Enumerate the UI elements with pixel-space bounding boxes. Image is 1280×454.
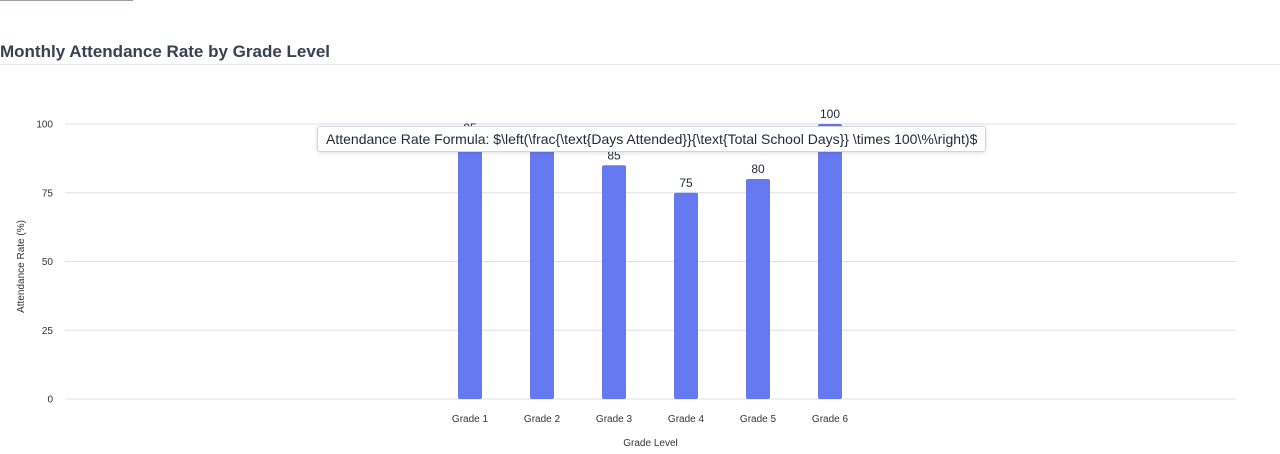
bar (746, 179, 770, 399)
bar (818, 124, 842, 399)
x-axis-title: Grade Level (623, 438, 677, 449)
value-label: 75 (679, 176, 693, 190)
y-axis-title: Attendance Rate (%) (16, 220, 27, 313)
formula-tooltip: Attendance Rate Formula: $\left(\frac{\t… (317, 126, 987, 152)
y-tick-label: 50 (42, 257, 54, 268)
bar (530, 146, 554, 399)
top-divider (0, 0, 133, 1)
x-tick-label: Grade 4 (668, 414, 705, 425)
bar (674, 192, 698, 399)
y-tick-label: 75 (42, 188, 54, 199)
value-label: 100 (820, 107, 840, 121)
x-tick-label: Grade 1 (452, 414, 489, 425)
y-tick-label: 0 (47, 395, 53, 406)
bar (458, 137, 482, 399)
chart-header: Monthly Attendance Rate by Grade Level (0, 42, 1280, 65)
x-tick-label: Grade 5 (740, 414, 777, 425)
bar (602, 165, 626, 399)
value-label: 80 (751, 162, 765, 176)
y-tick-label: 25 (42, 326, 54, 337)
x-tick-label: Grade 3 (596, 414, 633, 425)
x-tick-label: Grade 2 (524, 414, 561, 425)
y-tick-label: 100 (36, 120, 53, 131)
x-tick-label: Grade 6 (812, 414, 849, 425)
chart-title: Monthly Attendance Rate by Grade Level (0, 42, 330, 61)
